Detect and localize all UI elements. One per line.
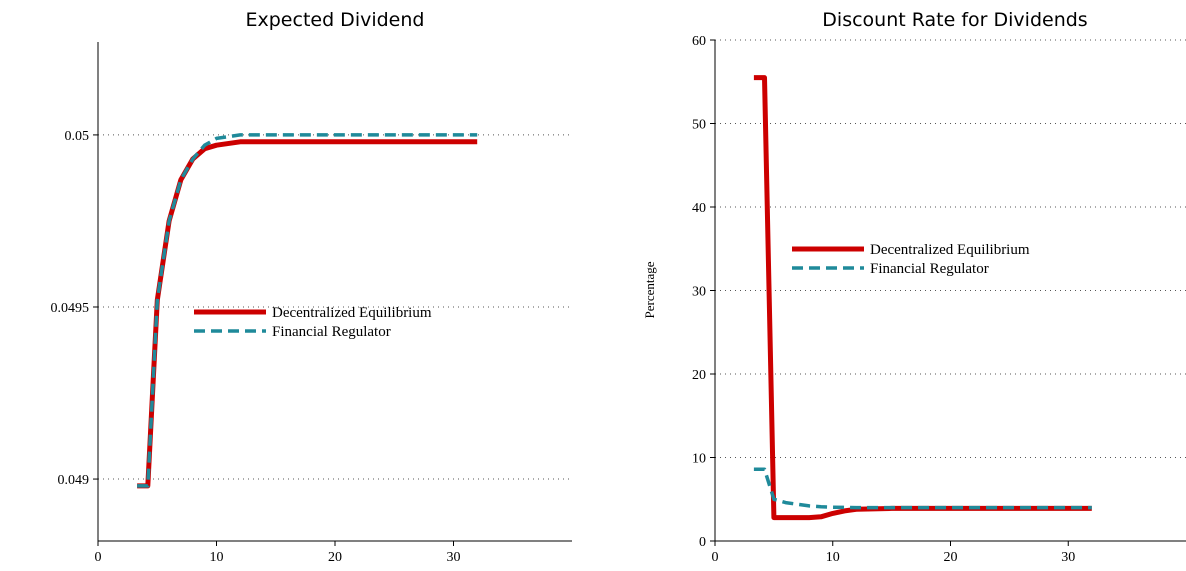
grid-lines <box>715 39 1186 458</box>
chart-title: Discount Rate for Dividends <box>822 9 1087 31</box>
legend-label: Decentralized Equilibrium <box>272 305 432 321</box>
y-tick-label: 10 <box>692 452 706 467</box>
y-tick-label: 40 <box>692 201 706 216</box>
y-tick-label: 0.0495 <box>51 301 90 316</box>
y-tick-label: 60 <box>692 34 706 49</box>
x-tick-labels: 0 10 20 30 <box>712 541 1075 565</box>
x-tick-label: 20 <box>328 550 342 565</box>
y-tick-labels: 0.049 0.0495 0.05 <box>51 129 98 488</box>
legend: Decentralized Equilibrium Financial Regu… <box>792 242 1030 277</box>
y-tick-label: 50 <box>692 118 706 133</box>
x-tick-label: 10 <box>210 550 224 565</box>
legend-label: Financial Regulator <box>870 261 989 277</box>
y-tick-labels: 0 10 20 30 40 50 60 <box>692 34 715 550</box>
chart-discount-rate: Discount Rate for Dividends Percentage 0… <box>642 9 1186 565</box>
legend: Decentralized Equilibrium Financial Regu… <box>194 305 432 340</box>
y-tick-label: 20 <box>692 368 706 383</box>
series-line-decentralized <box>753 75 1092 521</box>
y-tick-label: 0.05 <box>65 129 90 144</box>
y-tick-label: 30 <box>692 285 706 300</box>
chart-title: Expected Dividend <box>246 9 425 31</box>
legend-label: Decentralized Equilibrium <box>870 242 1030 258</box>
x-tick-label: 0 <box>712 550 719 565</box>
legend-label: Financial Regulator <box>272 324 391 340</box>
series-line-regulator <box>753 467 1092 510</box>
x-tick-labels: 0 10 20 30 <box>95 541 461 565</box>
x-tick-label: 30 <box>1061 550 1075 565</box>
x-tick-label: 20 <box>944 550 958 565</box>
series-lines <box>137 133 478 489</box>
series-line-regulator <box>137 133 478 488</box>
x-tick-label: 30 <box>447 550 461 565</box>
grid-lines <box>98 134 572 480</box>
y-tick-label: 0.049 <box>58 473 90 488</box>
x-tick-label: 0 <box>95 550 102 565</box>
y-axis-label: Percentage <box>642 261 657 318</box>
series-lines <box>753 75 1092 521</box>
x-tick-label: 10 <box>826 550 840 565</box>
chart-expected-dividend: Expected Dividend 0.049 0.0495 0.05 0 10 20 3… <box>51 9 572 565</box>
y-tick-label: 0 <box>699 535 706 550</box>
